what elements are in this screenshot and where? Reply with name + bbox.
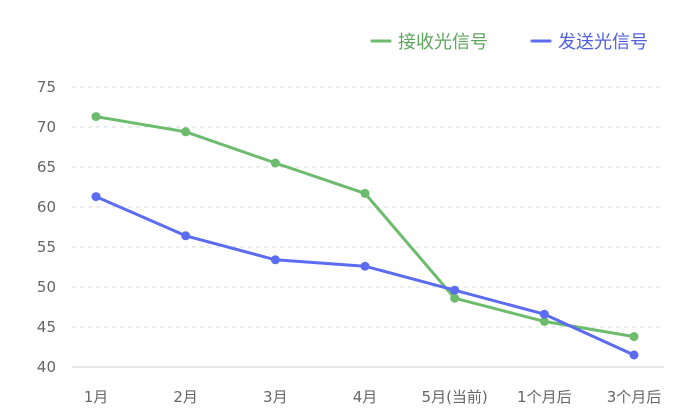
data-point-series-1 xyxy=(360,188,370,198)
y-tick-label: 65 xyxy=(37,158,56,176)
data-point-series-1 xyxy=(181,127,191,137)
data-point-series-2 xyxy=(539,309,549,319)
y-tick-label: 70 xyxy=(37,118,56,136)
x-tick-label: 1月 xyxy=(84,388,109,406)
x-tick-label: 3月 xyxy=(263,388,288,406)
x-axis-ticks: 1月 2月 3月 4月 5月(当前) 1个月后 3个月后 xyxy=(84,388,662,406)
grid-lines xyxy=(72,86,664,368)
y-tick-label: 45 xyxy=(37,318,56,336)
data-point-series-2 xyxy=(450,285,460,295)
series-layer xyxy=(91,112,639,360)
x-tick-label: 3个月后 xyxy=(607,388,662,406)
y-tick-label: 75 xyxy=(37,78,56,96)
data-point-series-2 xyxy=(629,350,639,360)
y-axis-ticks: 40 45 50 55 60 65 70 75 xyxy=(37,78,56,376)
x-tick-label: 1个月后 xyxy=(517,388,572,406)
data-point-series-2 xyxy=(270,255,280,265)
data-point-series-2 xyxy=(181,231,191,241)
y-tick-label: 50 xyxy=(37,278,56,296)
data-point-series-1 xyxy=(450,293,460,303)
y-tick-label: 60 xyxy=(37,198,56,216)
data-point-series-1 xyxy=(270,158,280,168)
legend-label-1: 接收光信号 xyxy=(398,32,488,53)
x-tick-label: 2月 xyxy=(173,388,198,406)
y-tick-label: 40 xyxy=(37,358,56,376)
data-point-series-1 xyxy=(629,332,639,342)
y-tick-label: 55 xyxy=(37,238,56,256)
data-point-series-2 xyxy=(91,192,101,202)
legend: 接收光信号 发送光信号 xyxy=(370,32,648,53)
x-tick-label: 5月(当前) xyxy=(422,388,488,406)
data-point-series-1 xyxy=(91,112,101,122)
data-point-series-2 xyxy=(360,261,370,271)
data-point-series-1 xyxy=(539,316,549,326)
series-line-1 xyxy=(94,115,636,339)
series-line-2 xyxy=(94,195,636,357)
legend-label-2: 发送光信号 xyxy=(558,32,648,53)
x-tick-label: 4月 xyxy=(353,388,378,406)
